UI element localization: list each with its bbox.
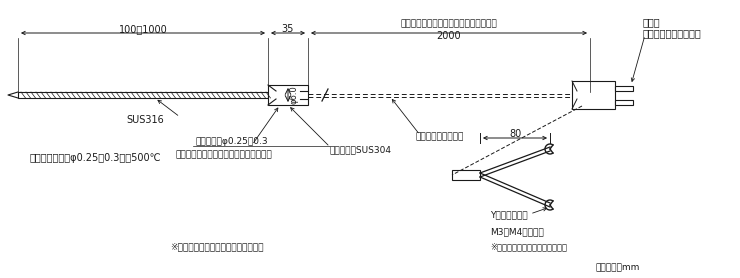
Text: 35: 35 bbox=[282, 24, 295, 34]
Text: ミニチュアコネクター: ミニチュアコネクター bbox=[643, 28, 702, 38]
Text: M3〜M4選択可能: M3〜M4選択可能 bbox=[490, 227, 544, 237]
Text: SUS316: SUS316 bbox=[126, 115, 164, 125]
Text: φ6.0: φ6.0 bbox=[289, 86, 298, 104]
Bar bbox=[268, 85, 308, 105]
Bar bbox=[572, 81, 615, 109]
Text: オメガ: オメガ bbox=[643, 17, 661, 27]
Text: （シースの長さは自由に変更可能です）: （シースの長さは自由に変更可能です） bbox=[175, 150, 272, 160]
Text: （リード線長さは自由に変更可能です）: （リード線長さは自由に変更可能です） bbox=[400, 19, 497, 29]
Text: Y端子・丸端子: Y端子・丸端子 bbox=[490, 210, 528, 220]
Text: ※ムキだしでのご提供も可能です: ※ムキだしでのご提供も可能です bbox=[490, 242, 567, 252]
Bar bbox=[18, 92, 268, 98]
Text: ガラス被覆リード線: ガラス被覆リード線 bbox=[415, 133, 463, 142]
Text: 標準単位：mm: 標準単位：mm bbox=[596, 264, 640, 272]
Text: ※リード線の被覆材質は変更可能です: ※リード線の被覆材質は変更可能です bbox=[170, 242, 263, 252]
Text: 2000: 2000 bbox=[437, 31, 461, 41]
Text: 100〜1000: 100〜1000 bbox=[118, 24, 167, 34]
Bar bbox=[615, 100, 633, 105]
Bar bbox=[452, 170, 480, 180]
Bar bbox=[615, 86, 633, 91]
Text: 80: 80 bbox=[509, 129, 521, 139]
Text: 常用耐熱限度　φ0.25〜0.3　　500℃: 常用耐熱限度 φ0.25〜0.3 500℃ bbox=[30, 153, 161, 163]
Text: スリーブ：SUS304: スリーブ：SUS304 bbox=[330, 145, 392, 155]
Text: シース部：φ0.25〜0.3: シース部：φ0.25〜0.3 bbox=[195, 138, 268, 147]
